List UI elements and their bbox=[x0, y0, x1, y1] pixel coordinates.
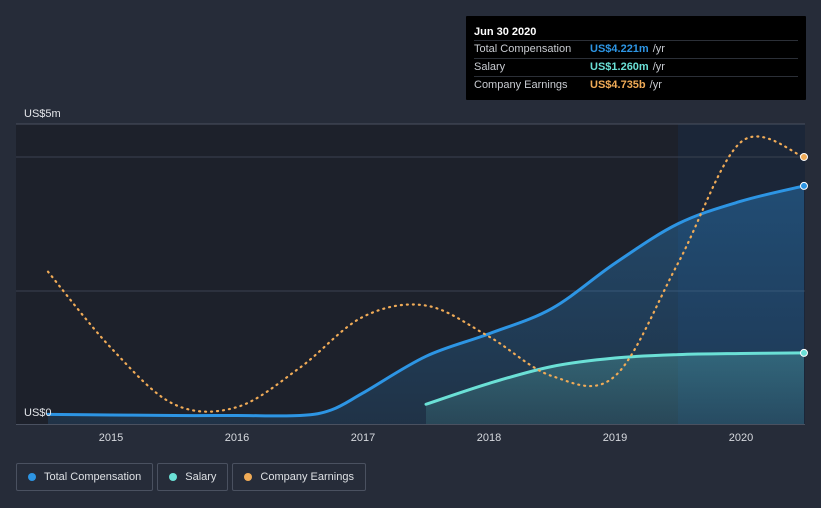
tooltip-label: Total Compensation bbox=[474, 43, 572, 55]
x-tick-label: 2016 bbox=[225, 432, 249, 444]
hover-tooltip: Jun 30 2020 Total Compensation US$4.221m… bbox=[466, 16, 806, 100]
x-tick-label: 2019 bbox=[603, 432, 627, 444]
series-areas bbox=[48, 185, 804, 424]
y-axis-top-label: US$5m bbox=[24, 108, 61, 120]
tooltip-unit: /yr bbox=[649, 79, 662, 91]
tooltip-value: US$4.735b bbox=[590, 79, 646, 91]
legend-toggle-total-compensation[interactable]: Total Compensation bbox=[16, 463, 154, 491]
tooltip-unit: /yr bbox=[652, 43, 665, 55]
legend-label: Company Earnings bbox=[260, 471, 354, 483]
legend-dot-icon bbox=[244, 473, 253, 481]
legend-label: Salary bbox=[185, 471, 217, 483]
area-salary bbox=[426, 352, 804, 424]
y-axis-bottom-label: US$0 bbox=[24, 407, 52, 419]
x-tick-label: 2015 bbox=[99, 432, 123, 444]
tooltip-row-total-compensation: Total Compensation US$4.221m /yr bbox=[474, 40, 798, 58]
end-marker-company-earnings bbox=[800, 152, 808, 161]
x-tick-label: 2018 bbox=[477, 432, 501, 444]
tooltip-label: Company Earnings bbox=[474, 79, 568, 91]
tooltip-row-salary: Salary US$1.260m /yr bbox=[474, 58, 798, 76]
line-salary bbox=[424, 351, 806, 406]
tooltip-label: Salary bbox=[474, 61, 506, 73]
series-end-markers bbox=[800, 152, 808, 357]
legend-label: Total Compensation bbox=[44, 471, 142, 483]
tooltip-date: Jun 30 2020 bbox=[474, 26, 537, 38]
legend-toggle-salary[interactable]: Salary bbox=[157, 463, 229, 491]
chart-legend: Total Compensation Salary Company Earnin… bbox=[16, 463, 370, 491]
tooltip-unit: /yr bbox=[652, 61, 665, 73]
tooltip-value: US$1.260m bbox=[590, 61, 649, 73]
x-tick-label: 2017 bbox=[351, 432, 375, 444]
x-tick-label: 2020 bbox=[729, 432, 753, 444]
tooltip-row-company-earnings: Company Earnings US$4.735b /yr bbox=[474, 76, 798, 94]
end-marker-total-compensation bbox=[800, 181, 808, 190]
legend-dot-icon bbox=[169, 473, 178, 481]
x-axis: 2015 2016 2017 2018 2019 2020 bbox=[99, 432, 753, 444]
legend-toggle-company-earnings[interactable]: Company Earnings bbox=[232, 463, 366, 491]
end-marker-salary bbox=[800, 348, 808, 357]
tooltip-value: US$4.221m bbox=[590, 43, 649, 55]
legend-dot-icon bbox=[28, 473, 36, 481]
series-lines bbox=[46, 135, 806, 418]
line-total-compensation bbox=[46, 184, 806, 418]
